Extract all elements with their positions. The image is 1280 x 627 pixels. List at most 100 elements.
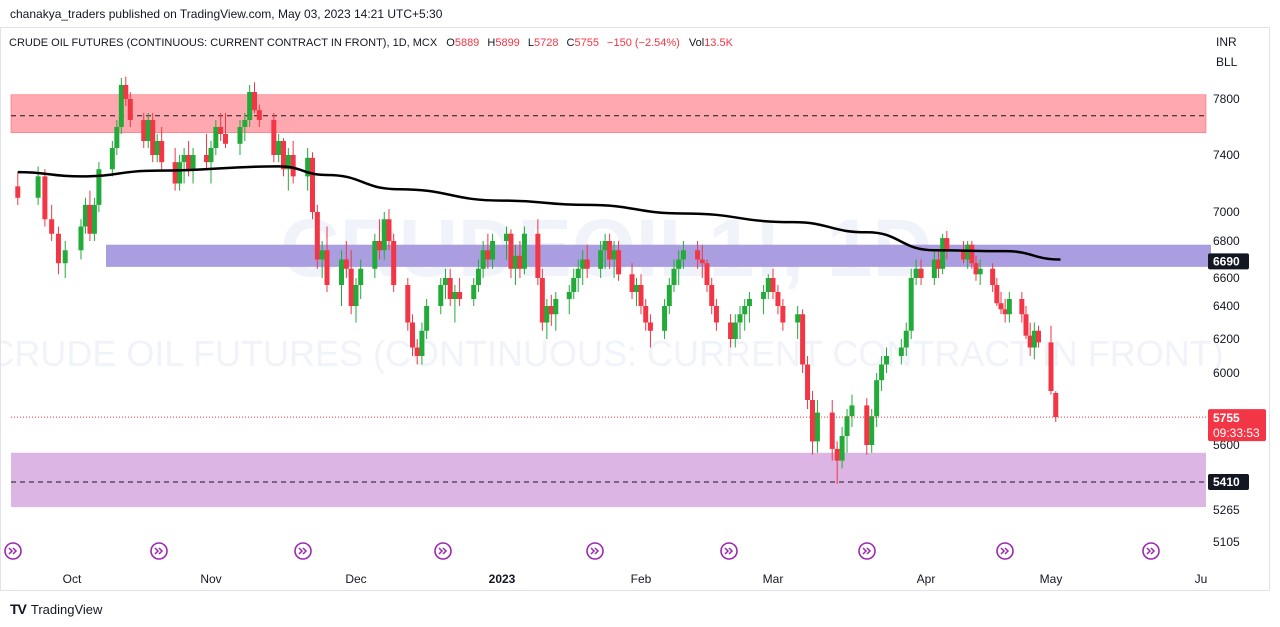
candle — [62, 241, 68, 278]
candle-body — [204, 155, 210, 163]
candle — [1019, 292, 1025, 323]
candle — [242, 113, 248, 141]
candle — [931, 250, 937, 285]
price-tick-label: 7400 — [1213, 148, 1240, 162]
candle-body — [91, 204, 97, 234]
event-marker-icon[interactable] — [4, 542, 22, 560]
candle-body — [709, 285, 715, 306]
candle — [918, 259, 924, 285]
candle — [879, 356, 885, 391]
candle — [575, 259, 581, 292]
candle — [829, 400, 835, 461]
candle-body — [123, 85, 129, 99]
candle-body — [602, 241, 608, 251]
candle-body — [82, 204, 88, 227]
event-markers — [4, 542, 1160, 560]
candle-body — [381, 219, 387, 251]
candle-body — [521, 233, 527, 269]
candle-body — [438, 285, 444, 306]
candle-body — [503, 233, 509, 241]
event-marker-icon[interactable] — [720, 542, 738, 560]
candle — [442, 268, 448, 299]
candle — [607, 233, 613, 269]
candle — [998, 292, 1004, 315]
candle — [713, 299, 719, 331]
candle — [471, 278, 477, 306]
event-marker-icon[interactable] — [1142, 542, 1160, 560]
candle — [566, 285, 572, 315]
candle-body — [118, 85, 124, 127]
candle-body — [994, 285, 1000, 304]
candle — [1031, 322, 1037, 360]
candle-body — [87, 204, 93, 234]
candle — [638, 274, 644, 315]
candle-body — [177, 162, 183, 184]
event-marker-icon[interactable] — [150, 542, 168, 560]
candle-body — [666, 285, 672, 306]
event-marker-arrow — [1000, 547, 1010, 555]
candle-body — [616, 250, 622, 275]
candle — [864, 398, 870, 455]
event-marker-icon[interactable] — [294, 542, 312, 560]
event-marker-arrow — [590, 547, 600, 555]
candle-body — [150, 120, 156, 155]
candle — [839, 427, 845, 469]
price-tick-label: 5105 — [1213, 535, 1240, 549]
time-axis-label: Nov — [200, 572, 221, 586]
event-marker-icon[interactable] — [858, 542, 876, 560]
candle — [256, 104, 262, 127]
legend-symbol: CRUDE OIL FUTURES (CONTINUOUS: CURRENT C… — [9, 37, 438, 49]
candle — [517, 241, 523, 278]
chart-frame[interactable]: CRUDEOIL1!, 1D CRUDE OIL FUTURES (CONTIN… — [0, 27, 1270, 591]
candle — [49, 204, 55, 241]
candle-body — [704, 263, 710, 285]
candle-body — [553, 299, 559, 315]
candle-body — [566, 292, 572, 299]
candle-body — [634, 285, 640, 292]
symbol-legend[interactable]: CRUDE OIL FUTURES (CONTINUOUS: CURRENT C… — [9, 37, 734, 49]
support-zone[interactable] — [11, 452, 1206, 508]
candle — [424, 299, 430, 339]
time-axis-label: Ju — [1195, 572, 1208, 586]
candle-body — [676, 259, 682, 269]
price-chart[interactable]: CRUDEOIL1!, 1D CRUDE OIL FUTURES (CONTIN… — [1, 28, 1271, 592]
candle-body — [475, 268, 481, 285]
candle — [602, 233, 608, 269]
candle — [452, 285, 458, 323]
last-price-tag: 5755 09:33:53 — [1208, 409, 1266, 442]
candle — [580, 250, 586, 285]
candle — [544, 299, 550, 339]
legend-low: 5728 — [534, 37, 558, 49]
candle-body — [874, 380, 880, 417]
candle-body — [643, 306, 649, 323]
candle — [765, 274, 771, 299]
candle-body — [247, 92, 253, 120]
mid-band-zone[interactable] — [106, 244, 1211, 267]
candle-body — [447, 278, 453, 299]
candle-body — [181, 155, 187, 163]
bar-countdown: 09:33:53 — [1213, 426, 1260, 440]
candle-body — [548, 306, 554, 315]
resistance-zone[interactable] — [10, 94, 1207, 133]
candle-body — [256, 110, 262, 120]
legend-low-label: L — [528, 37, 534, 49]
candle-body — [699, 259, 705, 264]
time-axis[interactable]: Oct Nov Dec 2023 Feb Mar Apr May Ju — [63, 572, 1208, 586]
candle — [285, 148, 291, 191]
event-marker-icon[interactable] — [434, 542, 452, 560]
candle-body — [339, 259, 344, 285]
event-marker-icon[interactable] — [996, 542, 1014, 560]
candle-body — [535, 233, 541, 278]
event-marker-icon[interactable] — [586, 542, 604, 560]
candle-body — [869, 416, 875, 445]
candle-body — [944, 238, 950, 251]
event-marker-arrow — [298, 547, 308, 555]
candle-body — [1053, 392, 1059, 418]
time-axis-label: Dec — [345, 572, 366, 586]
candle — [91, 197, 97, 241]
candle — [814, 400, 820, 453]
candle — [1023, 306, 1029, 339]
price-scale[interactable]: INR BLL 7800 7400 7000 6800 6600 6400 6200 6000… — [1208, 35, 1266, 549]
candle — [699, 244, 705, 278]
footer-brand[interactable]: TV TradingView — [10, 601, 102, 617]
